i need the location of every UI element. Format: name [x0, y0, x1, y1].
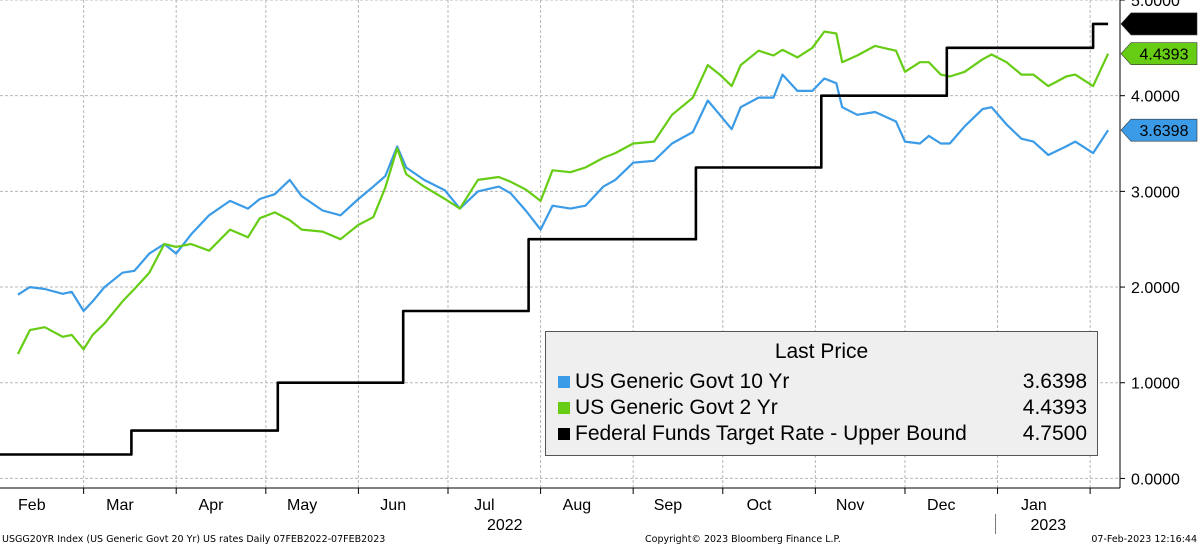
y-tick-label: 2.0000 — [1131, 280, 1180, 297]
series-line-1 — [16, 30, 1110, 355]
x-tick-label: Jun — [380, 497, 406, 514]
x-tick-label: May — [287, 497, 317, 514]
legend-label-10yr: US Generic Govt 10 Yr — [575, 370, 790, 393]
x-tick-label: Jul — [474, 497, 494, 514]
last-value-tag: 3.6398 — [1120, 118, 1198, 142]
series-line-2 — [0, 22, 1109, 456]
legend-value-fedfunds: 4.7500 — [1022, 422, 1087, 445]
y-tick-label: 4.0000 — [1131, 89, 1180, 106]
x-year-label: 2022 — [487, 517, 523, 534]
last-value-tag-box — [1120, 42, 1198, 65]
last-value-tag-label: 4.7500 — [1140, 17, 1189, 34]
legend-swatch-2yr — [558, 402, 570, 414]
x-tick-label: Mar — [106, 497, 134, 514]
legend: Last Price US Generic Govt 10 Yr 3.6398 … — [545, 331, 1098, 456]
last-value-tag-label: 3.6398 — [1140, 123, 1189, 140]
legend-entry-2yr: US Generic Govt 2 Yr 4.4393 — [558, 396, 1097, 422]
y-tick-label: 0.0000 — [1131, 471, 1180, 488]
last-value-tag: 4.4393 — [1120, 42, 1198, 65]
legend-label-fedfunds: Federal Funds Target Rate - Upper Bound — [575, 422, 967, 445]
last-value-tag: 4.7500 — [1120, 12, 1198, 36]
x-tick-label: Sep — [654, 497, 683, 514]
y-tick-label: 5.0000 — [1131, 0, 1180, 10]
legend-value-10yr: 3.6398 — [1022, 370, 1087, 393]
x-tick-label: Oct — [747, 497, 772, 514]
x-tick-label: Nov — [836, 497, 864, 514]
last-value-tag-box — [1120, 118, 1198, 142]
legend-entry-fedfunds: Federal Funds Target Rate - Upper Bound … — [558, 422, 1097, 448]
footer-index-info: USGG20YR Index (US Generic Govt 20 Yr) U… — [2, 534, 386, 545]
series-line-0 — [17, 73, 1110, 313]
legend-swatch-fedfunds — [558, 428, 570, 440]
legend-value-2yr: 4.4393 — [1022, 396, 1087, 419]
series-layer — [0, 22, 1110, 456]
x-tick-label: Aug — [563, 497, 591, 514]
x-tick-label: Feb — [18, 497, 46, 514]
axis-layer: 5.0000 4.0000 3.0000 2.0000 1.0000 0.0000 Feb M… — [0, 0, 1180, 534]
legend-title: Last Price — [774, 340, 869, 363]
legend-entry-10yr: US Generic Govt 10 Yr 3.6398 — [558, 370, 1097, 396]
x-tick-label: Apr — [199, 497, 225, 514]
x-tick-label: Dec — [927, 497, 955, 514]
y-tick-label: 1.0000 — [1131, 376, 1180, 393]
legend-swatch-10yr — [558, 376, 570, 388]
last-value-tags: 4.7500 4.4393 3.6398 — [1120, 12, 1198, 142]
footer-timestamp: 07-Feb-2023 12:16:44 — [1091, 534, 1197, 545]
footer-copyright: Copyright© 2023 Bloomberg Finance L.P. — [645, 534, 841, 545]
x-year-label: 2023 — [1031, 517, 1067, 534]
x-tick-label: Jan — [1021, 497, 1047, 514]
last-value-tag-label: 4.4393 — [1140, 47, 1189, 64]
legend-label-2yr: US Generic Govt 2 Yr — [575, 396, 778, 419]
last-value-tag-box — [1120, 12, 1198, 36]
y-tick-label: 3.0000 — [1131, 184, 1180, 201]
